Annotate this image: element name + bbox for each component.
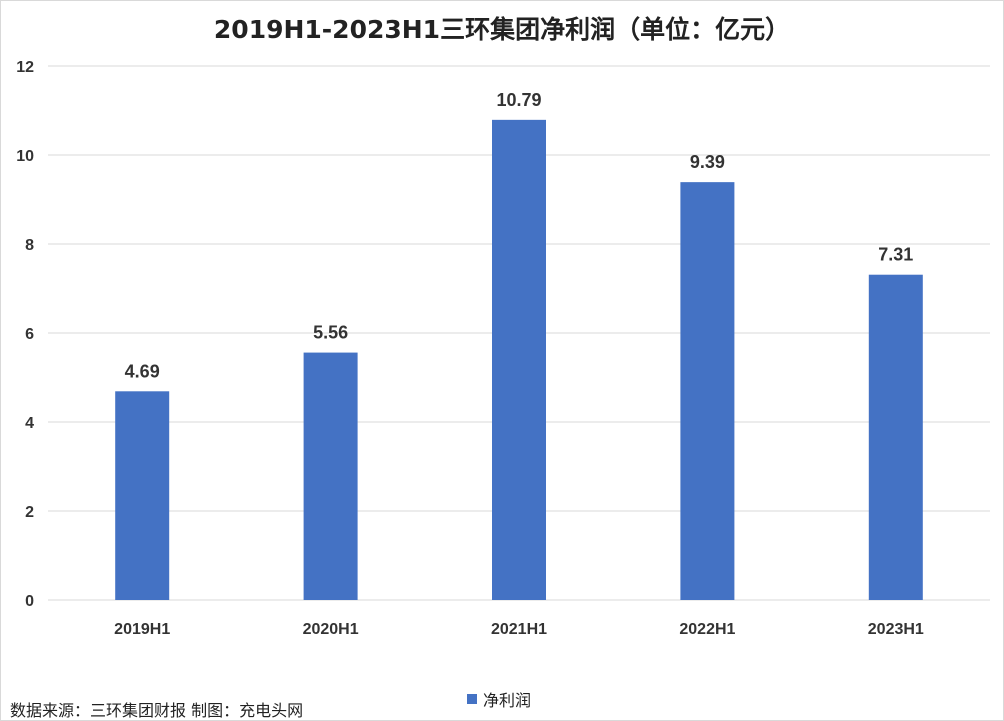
data-label-2021H1: 10.79 bbox=[496, 90, 541, 110]
x-tick-label-2020H1: 2020H1 bbox=[303, 621, 359, 638]
y-tick-label: 10 bbox=[16, 148, 34, 165]
x-axis-ticks: 2019H1 2020H1 2021H1 2022H1 2023H1 bbox=[114, 621, 924, 638]
bar-2020H1 bbox=[303, 352, 358, 600]
legend: 净利润 bbox=[467, 687, 531, 711]
data-source-note: 数据来源：三环集团财报 制图：充电头网 bbox=[10, 701, 304, 720]
legend-swatch bbox=[467, 694, 477, 704]
data-label-2023H1: 7.31 bbox=[878, 245, 913, 265]
x-tick-label-2023H1: 2023H1 bbox=[868, 621, 924, 638]
y-tick-label: 12 bbox=[16, 59, 34, 76]
bar-2019H1 bbox=[115, 391, 170, 600]
y-axis-ticks: 0 2 4 6 8 10 12 bbox=[16, 59, 34, 610]
y-tick-label: 8 bbox=[25, 237, 34, 254]
x-tick-label-2022H1: 2022H1 bbox=[679, 621, 735, 638]
data-labels: 4.69 5.56 10.79 9.39 7.31 bbox=[125, 90, 914, 381]
x-tick-label-2019H1: 2019H1 bbox=[114, 621, 170, 638]
data-label-2022H1: 9.39 bbox=[690, 152, 725, 172]
bar-2023H1 bbox=[868, 274, 923, 600]
bars bbox=[115, 119, 923, 600]
y-tick-label: 4 bbox=[25, 415, 34, 432]
bar-2022H1 bbox=[680, 182, 735, 600]
legend-label: 净利润 bbox=[483, 691, 532, 710]
data-label-2020H1: 5.56 bbox=[313, 323, 348, 343]
bar-2021H1 bbox=[492, 119, 546, 600]
y-tick-label: 6 bbox=[25, 326, 34, 343]
data-label-2019H1: 4.69 bbox=[125, 361, 160, 381]
y-tick-label: 2 bbox=[25, 504, 34, 521]
x-tick-label-2021H1: 2021H1 bbox=[491, 621, 547, 638]
y-tick-label: 0 bbox=[25, 593, 34, 610]
chart-title: 2019H1-2023H1三环集团净利润（单位：亿元） bbox=[213, 15, 791, 44]
